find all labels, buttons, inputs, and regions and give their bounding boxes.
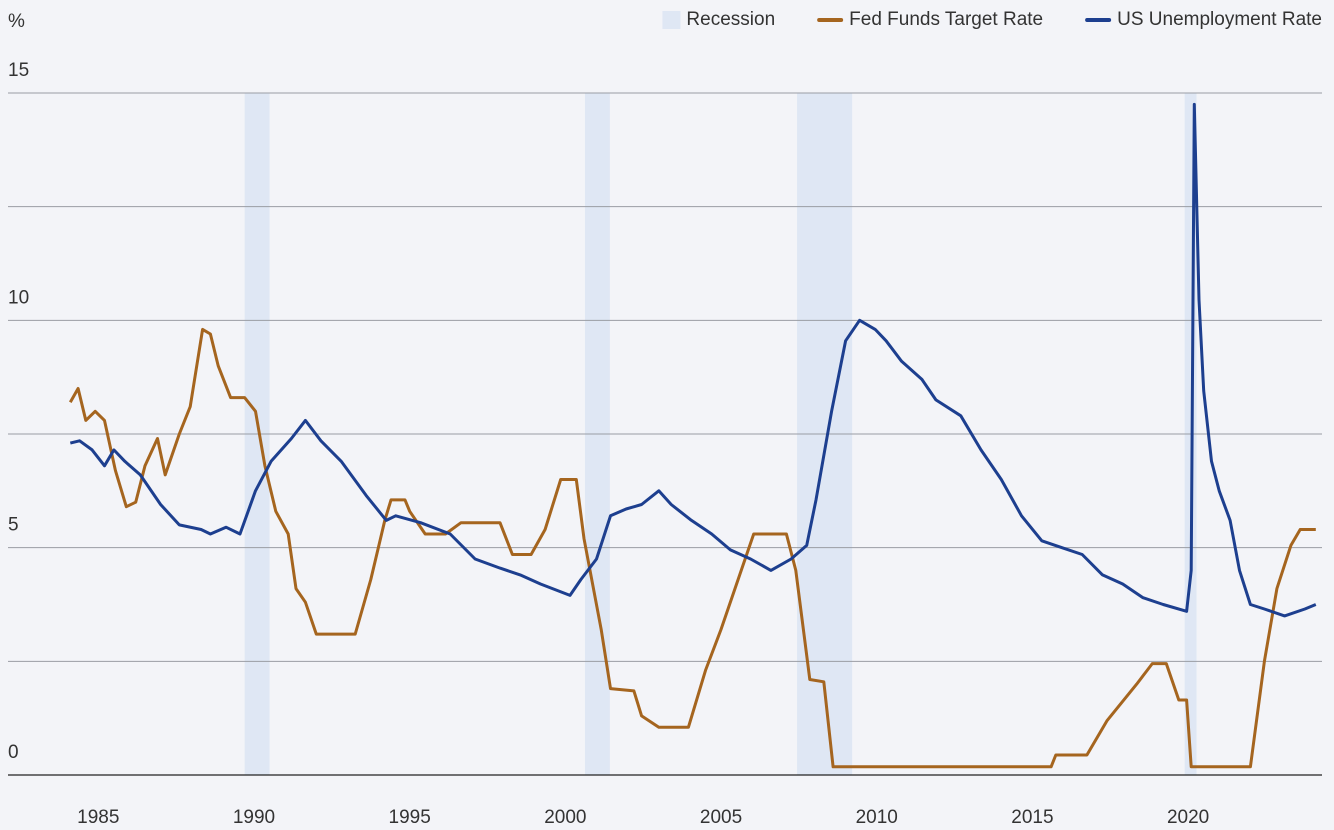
x-tick-label: 1995 xyxy=(389,807,431,828)
series-line xyxy=(69,102,1317,618)
x-tick-label: 2005 xyxy=(700,807,742,828)
y-tick-label: 5 xyxy=(8,515,19,536)
x-tick-label: 2015 xyxy=(1011,807,1053,828)
x-tick-label: 2000 xyxy=(544,807,586,828)
series-line xyxy=(68,327,1316,769)
y-tick-label: 10 xyxy=(8,287,29,308)
y-tick-label: 0 xyxy=(8,742,19,763)
x-tick-label: 1985 xyxy=(77,807,119,828)
legend-label: Fed Funds Target Rate xyxy=(849,9,1043,30)
x-tick-label: 1990 xyxy=(233,807,275,828)
legend-swatch xyxy=(662,11,681,29)
legend-label: Recession xyxy=(686,9,775,30)
legend-label: US Unemployment Rate xyxy=(1117,9,1322,30)
x-tick-label: 2010 xyxy=(856,807,898,828)
y-axis-label: % xyxy=(8,11,25,32)
y-tick-label: 15 xyxy=(8,60,29,81)
x-tick-label: 2020 xyxy=(1167,807,1209,828)
